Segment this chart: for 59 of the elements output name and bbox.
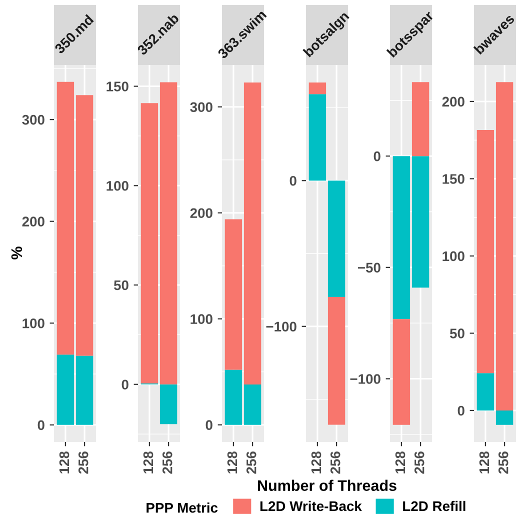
bar — [392, 319, 410, 425]
y-tick-label: −100 — [266, 322, 296, 332]
y-tick-label: 300 — [190, 102, 212, 112]
bar — [56, 354, 74, 425]
x-tick-label: 256 — [498, 452, 508, 474]
bar — [224, 370, 242, 425]
x-tick-label: 256 — [330, 452, 340, 474]
y-tick-label: 100 — [106, 180, 128, 191]
x-tick-label: 256 — [246, 452, 256, 474]
x-tick-label: 128 — [143, 451, 154, 474]
y-tick-label: 0 — [458, 406, 464, 416]
x-axis-title: Number of Threads — [258, 480, 396, 491]
bar — [392, 156, 410, 320]
bar — [76, 356, 94, 425]
x-tick-label: 256 — [162, 452, 172, 474]
bar — [140, 103, 158, 384]
x-tick-label: 128 — [227, 451, 238, 474]
y-tick-label: 200 — [190, 208, 212, 218]
y-tick-label: 100 — [442, 251, 464, 262]
bar — [76, 95, 94, 356]
bar — [328, 180, 346, 297]
bar — [56, 82, 74, 355]
y-tick-label: 50 — [450, 328, 464, 338]
bar — [412, 82, 430, 156]
x-tick-label: 128 — [311, 451, 322, 474]
y-tick-label: 300 — [22, 114, 44, 125]
x-tick-label: 256 — [78, 452, 88, 474]
bar — [496, 410, 514, 425]
y-axis-title: % — [11, 246, 22, 260]
bar — [328, 296, 346, 425]
bar — [412, 156, 430, 288]
y-tick-label: −50 — [358, 262, 380, 273]
bar — [244, 384, 262, 425]
x-tick-label: 128 — [395, 451, 406, 474]
y-tick-label: 200 — [22, 216, 44, 227]
bar — [476, 130, 494, 374]
x-tick-label: 128 — [479, 451, 490, 474]
y-tick-label: 200 — [442, 96, 464, 107]
bar — [308, 94, 326, 181]
x-tick-label: 256 — [414, 452, 424, 474]
y-tick-label: 150 — [106, 82, 128, 92]
bar — [224, 219, 242, 370]
bar — [160, 384, 178, 424]
y-tick-label: 150 — [442, 174, 464, 184]
y-tick-label: 0 — [122, 380, 128, 390]
legend-title: PPP Metric — [146, 502, 218, 513]
legend-label: L2D Write-Back — [260, 500, 362, 512]
legend-label: L2D Refill — [403, 500, 466, 512]
y-tick-label: 100 — [190, 314, 212, 324]
y-tick-label: 0 — [290, 176, 296, 186]
bar — [308, 82, 326, 94]
y-tick-label: 0 — [374, 151, 380, 162]
bar — [476, 373, 494, 410]
y-tick-label: 0 — [38, 420, 44, 430]
x-tick-label: 128 — [59, 451, 70, 474]
y-tick-label: −100 — [350, 374, 380, 384]
y-tick-label: 0 — [206, 420, 212, 430]
y-tick-label: 50 — [114, 280, 128, 290]
y-tick-label: 100 — [22, 318, 44, 328]
